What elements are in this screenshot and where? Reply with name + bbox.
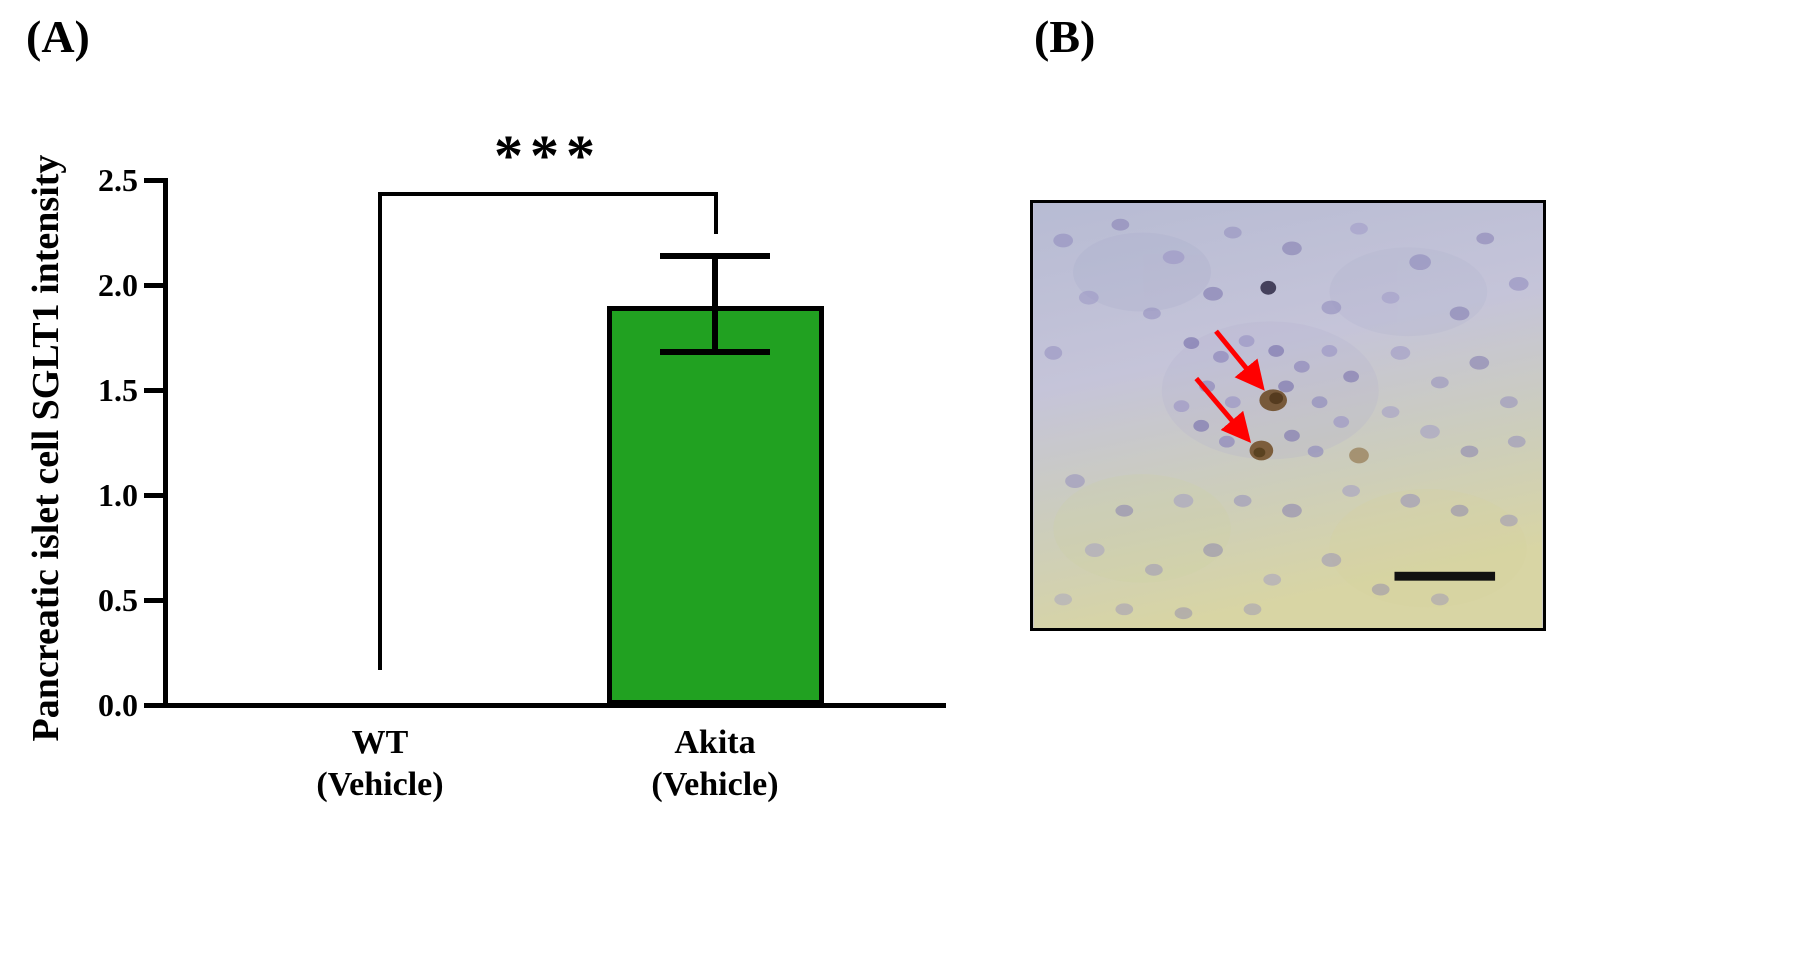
x-tick-label-akita-name: Akita	[674, 724, 756, 761]
tissue-background	[1033, 203, 1543, 628]
y-tick-label: 0.0	[98, 687, 138, 723]
significance-asterisks: ***	[494, 123, 602, 188]
error-bar-cap-top	[660, 253, 770, 259]
error-bar-line	[712, 256, 718, 353]
scale-bar	[1394, 571, 1496, 581]
sglt1-positive-cells	[1249, 389, 1369, 464]
x-tick-label-wt-name: WT	[351, 724, 409, 761]
red-arrow-icon	[1214, 329, 1265, 391]
red-arrow-icon	[1194, 376, 1252, 443]
x-axis-line	[163, 703, 946, 708]
y-tick-mark	[144, 493, 163, 498]
panel-b-label: (B)	[1034, 11, 1096, 62]
x-tick-label-akita-treatment: (Vehicle)	[651, 766, 779, 803]
y-tick-label: 0.5	[98, 582, 138, 618]
x-tick-label-wt-treatment: (Vehicle)	[316, 766, 444, 803]
y-tick-label: 2.5	[98, 162, 138, 198]
y-axis-line	[163, 178, 168, 708]
y-tick-mark	[144, 703, 163, 708]
y-tick-mark	[144, 283, 163, 288]
significance-bracket-left	[378, 192, 382, 670]
y-tick-label: 1.0	[98, 477, 138, 513]
y-tick-label: 1.5	[98, 372, 138, 408]
micrograph-image	[1030, 200, 1546, 631]
significance-bracket-top	[378, 192, 718, 196]
panel-a-label: (A)	[26, 11, 90, 62]
x-tick-label-akita: Akita (Vehicle)	[605, 722, 825, 806]
significance-bracket-right	[714, 192, 718, 234]
nuclei-cluster	[1044, 218, 1529, 620]
x-tick-label-wt: WT (Vehicle)	[270, 722, 490, 806]
y-tick-label: 2.0	[98, 267, 138, 303]
y-tick-mark	[144, 598, 163, 603]
y-tick-mark	[144, 388, 163, 393]
micrograph-svg	[1033, 203, 1543, 628]
bar-akita	[607, 306, 824, 705]
y-tick-mark	[144, 178, 163, 183]
error-bar-cap-bottom	[660, 349, 770, 355]
